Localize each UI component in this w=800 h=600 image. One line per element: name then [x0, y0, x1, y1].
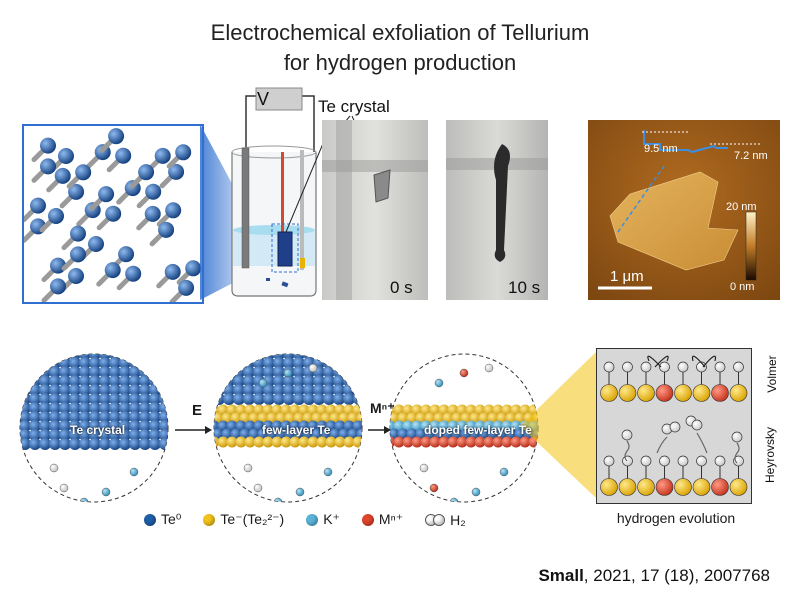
legend-label: Te⁻(Te₂²⁻)	[220, 511, 285, 527]
legend-label: Mⁿ⁺	[378, 511, 404, 527]
photo-10s-label: 10 s	[508, 278, 541, 297]
legend-label: Te⁰	[161, 511, 182, 527]
arrow2-label: Mⁿ⁺	[370, 400, 395, 416]
te-crystal-label: Te crystal	[318, 97, 390, 116]
photo-10s	[446, 120, 548, 300]
sphere2-label: few-layer Te	[262, 423, 331, 437]
legend-label: K⁺	[323, 511, 340, 527]
te-crystal-structure	[22, 124, 204, 304]
her-panel	[596, 348, 752, 504]
title-line-1: Electrochemical exfoliation of Tellurium	[210, 20, 590, 45]
afm-image-svg	[588, 120, 780, 300]
photo-10s-image	[446, 120, 548, 300]
her-caption: hydrogen evolution	[616, 510, 736, 526]
legend-item-k: K⁺	[306, 511, 340, 528]
afm-scale-min: 0 nm	[730, 281, 755, 293]
hydrogen-molecule-icon	[425, 513, 446, 526]
legend-item-te0: Te⁰	[144, 511, 181, 528]
legend-item-te-minus: Te⁻(Te₂²⁻)	[203, 511, 284, 528]
afm-scalebar-label: 1 μm	[610, 268, 644, 285]
afm-height-2: 7.2 nm	[734, 150, 768, 162]
photo-0s-image	[322, 120, 428, 300]
heyrovsky-label: Heyrovsky	[763, 427, 777, 484]
arrow1-label: E	[192, 402, 203, 419]
afm-scale-max: 20 nm	[726, 201, 757, 213]
voltage-source-box	[255, 87, 303, 111]
legend-item-metal: Mⁿ⁺	[361, 511, 404, 528]
photo-0s	[322, 120, 428, 300]
afm-height-1: 9.5 nm	[644, 143, 678, 155]
electrochemical-cell	[231, 87, 333, 297]
citation: Small, 2021, 17 (18), 2007768	[538, 566, 770, 586]
title-line-2: for hydrogen production	[283, 50, 517, 75]
yellow-atom-icon	[203, 513, 216, 526]
red-atom-icon	[361, 513, 374, 526]
lattice-svg	[24, 128, 202, 302]
lightblue-atom-icon	[306, 513, 319, 526]
afm-image	[588, 120, 780, 300]
legend-item-h2: H₂	[425, 511, 466, 528]
legend-label: H₂	[450, 511, 466, 528]
figure-title: Electrochemical exfoliation of Tellurium…	[0, 18, 800, 78]
sphere1-label: Te crystal	[70, 423, 126, 437]
citation-details: , 2021, 17 (18), 2007768	[583, 566, 770, 585]
photo-0s-label: 0 s	[390, 278, 413, 297]
mechanism-diagram	[19, 352, 596, 503]
legend: Te⁰ Te⁻(Te₂²⁻) K⁺ Mⁿ⁺ H₂	[144, 511, 466, 528]
her-panel-svg	[600, 355, 748, 496]
journal-name: Small	[538, 566, 584, 585]
voltage-label: V	[256, 89, 269, 109]
sphere3-label: doped few-layer Te	[424, 423, 532, 437]
volmer-label: Volmer	[765, 355, 779, 393]
blue-atom-icon	[144, 513, 156, 526]
